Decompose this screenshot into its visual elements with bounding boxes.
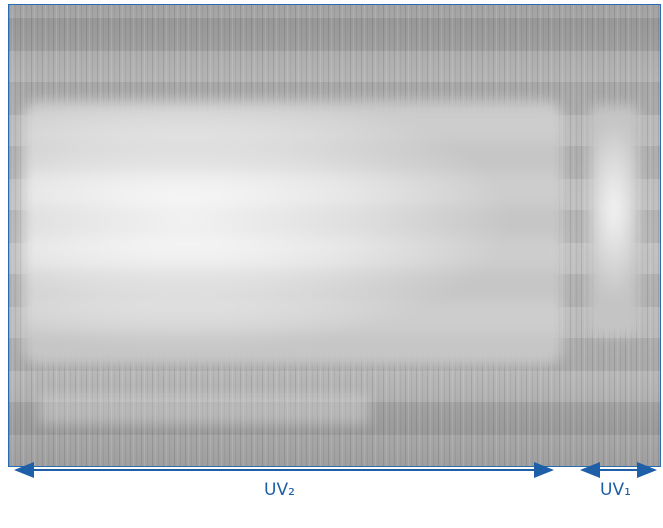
uv2-label: UV₂ — [264, 480, 295, 500]
arrows — [0, 0, 663, 528]
uv1-label: UV₁ — [600, 480, 631, 500]
screenshot: UV₂ UV₁ — [0, 0, 663, 528]
